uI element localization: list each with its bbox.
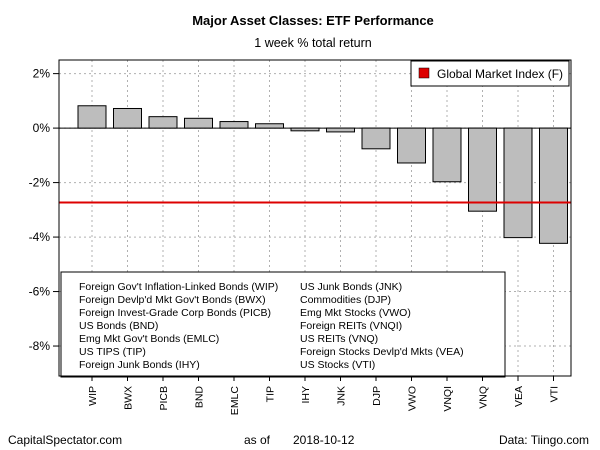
y-tick-label: -4% (29, 230, 51, 244)
bar-picb (148, 116, 178, 129)
x-tick-label: VNQI (442, 386, 454, 412)
x-tick-label: BWX (123, 386, 135, 410)
y-tick-label: 2% (33, 67, 51, 81)
annotation-right-column: US Junk Bonds (JNK)Commodities (DJP)Emg … (300, 281, 464, 371)
y-tick-label: -2% (29, 176, 51, 190)
ticker-annotation: Foreign Gov't Inflation-Linked Bonds (WI… (60, 271, 506, 378)
legend-swatch (418, 67, 430, 79)
bar-vnqi (432, 127, 462, 183)
x-tick-label: VEA (513, 386, 525, 407)
x-tick-label: DJP (371, 386, 383, 406)
annotation-left-column: Foreign Gov't Inflation-Linked Bonds (WI… (79, 281, 278, 371)
bar-bnd (184, 117, 213, 129)
annotation-right-line: US Junk Bonds (JNK) (300, 281, 402, 293)
y-tick-label: 0% (33, 121, 51, 135)
x-tick-label: EMLC (229, 386, 241, 416)
y-tick-label: -8% (29, 339, 51, 353)
legend: Global Market Index (F) (410, 60, 570, 87)
x-tick-label: TIP (265, 386, 277, 402)
legend-box (410, 60, 570, 87)
annotation-right-line: Commodities (DJP) (300, 294, 391, 306)
y-axis: 2% 0% -2% -4% -6% -8% (29, 67, 59, 353)
annotation-left-line: Foreign Gov't Inflation-Linked Bonds (WI… (79, 281, 278, 293)
x-tick-label: IHY (300, 386, 312, 404)
x-tick-label: VTI (549, 386, 561, 402)
bar-emlc (219, 121, 249, 129)
annotation-left-line: US TIPS (TIP) (79, 346, 146, 358)
bar-vea (503, 127, 533, 239)
annotation-right-line: US REITs (VNQ) (300, 333, 378, 345)
annotation-left-line: US Bonds (BND) (79, 320, 158, 332)
annotation-box (60, 271, 506, 378)
annotation-left-line: Foreign Invest-Grade Corp Bonds (PICB) (79, 307, 271, 319)
y-tick-label: -6% (29, 285, 51, 299)
bar-vnq (468, 127, 497, 212)
legend-label: Global Market Index (F) (437, 67, 563, 81)
chart-title: Major Asset Classes: ETF Performance (192, 13, 434, 28)
footer-data-credit: Data: Tiingo.com (499, 433, 589, 447)
bar-wip (77, 105, 107, 129)
x-tick-label: VWO (407, 386, 419, 411)
bar-djp (361, 127, 391, 150)
annotation-right-line: US Stocks (VTI) (300, 359, 375, 371)
bar-vti (539, 127, 568, 244)
bar-vwo (397, 127, 426, 164)
footer-date: 2018-10-12 (293, 433, 355, 447)
annotation-right-line: Emg Mkt Stocks (VWO) (300, 307, 411, 319)
bars (77, 105, 568, 244)
footer-source: CapitalSpectator.com (8, 433, 122, 447)
annotation-left-line: Foreign Junk Bonds (IHY) (79, 359, 200, 371)
x-tick-label: BND (194, 386, 206, 409)
annotation-left-line: Foreign Devlp'd Mkt Gov't Bonds (BWX) (79, 294, 266, 306)
x-tick-label: VNQ (478, 386, 490, 409)
annotation-left-line: Emg Mkt Gov't Bonds (EMLC) (79, 333, 219, 345)
footer-as-of: as of (244, 433, 271, 447)
bar-jnk (326, 127, 355, 133)
x-tick-label: WIP (87, 386, 99, 406)
plot-frame (58, 59, 572, 377)
x-tick-label: JNK (336, 386, 348, 406)
bar-bwx (113, 107, 142, 129)
annotation-right-line: Foreign Stocks Devlp'd Mkts (VEA) (300, 346, 464, 358)
annotation-right-line: Foreign REITs (VNQI) (300, 320, 402, 332)
chart-subtitle: 1 week % total return (254, 36, 371, 50)
bar-ihy (290, 127, 320, 132)
x-axis: WIP BWX PICB BND EMLC TIP IHY JNK DJP VWO VNQI VNQ V… (87, 376, 561, 415)
bar-tip (255, 123, 284, 129)
x-tick-label: PICB (158, 386, 170, 411)
